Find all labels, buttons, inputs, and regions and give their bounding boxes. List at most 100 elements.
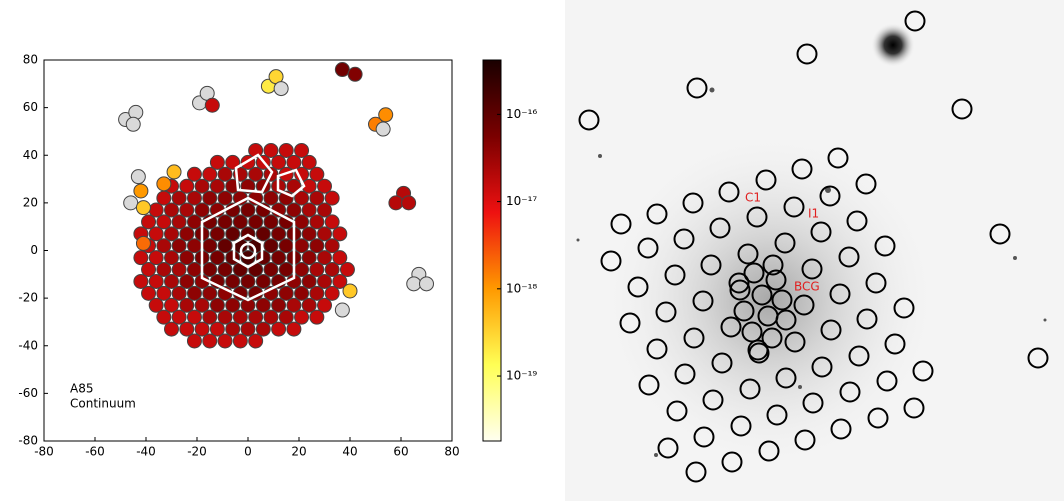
fibre-point — [148, 250, 164, 266]
fibre-point — [209, 297, 225, 313]
fibre-circle — [874, 235, 896, 257]
fibre-circle — [638, 374, 660, 396]
fibre-point — [286, 321, 302, 337]
fibre-point — [202, 333, 218, 349]
x-tick-label: -20 — [187, 445, 207, 459]
y-tick-label: 60 — [23, 100, 38, 114]
fibre-circle — [655, 301, 677, 323]
fibre-point — [419, 276, 434, 292]
fibre-circle — [682, 192, 704, 214]
fibre-point — [186, 166, 202, 182]
fibre-point — [130, 169, 146, 185]
fibre-point — [209, 178, 225, 194]
fibre-point — [179, 178, 195, 194]
fibre-point — [255, 250, 271, 266]
fibre-circle — [762, 254, 784, 276]
fibre-circle — [657, 437, 679, 459]
fibre-point — [194, 202, 210, 218]
fibre-point — [148, 202, 164, 218]
fibre-point — [202, 262, 218, 278]
point-source — [654, 453, 658, 457]
x-tick-label: -60 — [85, 445, 105, 459]
fibre-point — [342, 283, 358, 299]
scatter-panel: A85 Continuum -80 -60 -40 -20 0 20 40 60 80 -80 -6… — [18, 53, 537, 459]
fibre-circle — [758, 440, 780, 462]
fibre-circle — [718, 181, 740, 203]
fibre-circle — [693, 426, 715, 448]
fibre-circle — [791, 158, 813, 180]
fibre-circle — [751, 284, 773, 306]
point-source — [1043, 318, 1047, 322]
fibre-point — [225, 154, 241, 170]
fibre-circle — [903, 397, 925, 419]
fibre-point — [202, 166, 218, 182]
fibre-point — [179, 321, 195, 337]
colorbar-tick-label: 10⁻¹⁹ — [506, 369, 537, 383]
fibre-point — [334, 62, 350, 78]
fibre-point — [301, 226, 317, 242]
fibre-point — [217, 166, 233, 182]
fibre-point — [309, 214, 325, 230]
fibre-point — [324, 238, 340, 254]
fibre-point — [186, 238, 202, 254]
fibre-point — [255, 321, 271, 337]
fibre-point — [164, 297, 179, 313]
fibre-circle — [774, 232, 796, 254]
fibre-point — [232, 333, 248, 349]
fibre-point — [271, 321, 287, 337]
fibre-point — [217, 238, 233, 254]
colorbar — [482, 59, 502, 442]
fibre-point — [286, 202, 302, 218]
fibre-circle — [729, 279, 751, 301]
fibre-point — [156, 214, 172, 230]
fibre-point — [179, 250, 195, 266]
fibre-circle — [685, 461, 707, 483]
fibre-point — [156, 238, 172, 254]
fibre-circle — [802, 392, 824, 414]
fibre-point — [141, 262, 157, 278]
fibre-circle — [801, 258, 823, 280]
fibre-circle — [711, 352, 733, 374]
x-tick-label: 80 — [444, 445, 459, 459]
fibre-point — [248, 214, 264, 230]
fibre-point — [309, 285, 325, 301]
fibre-point — [378, 107, 394, 123]
fibre-circle — [827, 147, 849, 169]
fibre-circle — [820, 319, 842, 341]
point-source — [825, 187, 831, 193]
fibre-circle — [855, 173, 877, 195]
y-tick-label: 80 — [23, 53, 38, 67]
fibre-point — [317, 297, 332, 313]
fibre-point — [332, 273, 348, 289]
fibre-point — [263, 238, 279, 254]
fibre-point — [271, 250, 287, 266]
fibre-point — [255, 273, 271, 289]
fibre-point — [194, 321, 210, 337]
fibre-circle — [700, 254, 722, 276]
fibre-circle — [702, 389, 724, 411]
fibre-point — [324, 285, 340, 301]
fibre-circle — [784, 331, 806, 353]
star — [871, 23, 915, 67]
fibre-circle — [904, 10, 926, 32]
fibre-circle — [848, 345, 870, 367]
fibre-point — [278, 262, 294, 278]
fibre-point — [186, 285, 202, 301]
fibre-point — [375, 121, 391, 137]
fibre-point — [332, 250, 348, 266]
fibre-circle — [867, 407, 889, 429]
fibre-circle — [747, 339, 769, 361]
fibre-point — [164, 250, 179, 266]
fibre-point — [294, 309, 310, 325]
fibre-circle — [646, 338, 668, 360]
fibre-circle — [692, 290, 714, 312]
fibre-point — [209, 154, 225, 170]
fibre-point — [301, 154, 317, 170]
fibre-point — [339, 262, 355, 278]
fibre-circle — [829, 283, 851, 305]
fibre-circle — [1027, 347, 1049, 369]
fibre-point — [194, 178, 210, 194]
fibre-point — [217, 190, 233, 206]
fibre-point — [171, 238, 187, 254]
fibre-point — [125, 116, 141, 132]
